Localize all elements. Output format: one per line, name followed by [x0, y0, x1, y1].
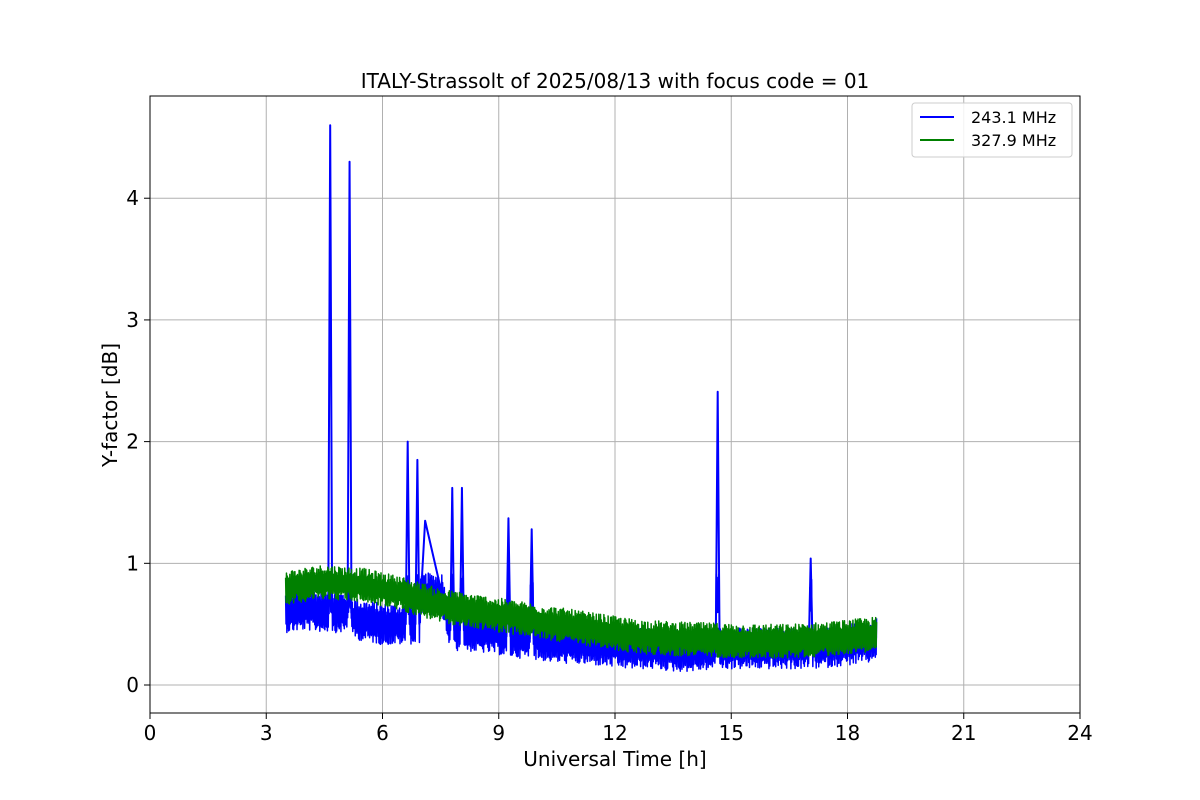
- y-tick-label: 4: [126, 186, 139, 210]
- x-tick-label: 9: [492, 721, 505, 745]
- series-line: [285, 580, 877, 643]
- y-tick-label: 3: [126, 308, 139, 332]
- chart-title: ITALY-Strassolt of 2025/08/13 with focus…: [361, 69, 870, 93]
- legend-label: 327.9 MHz: [971, 131, 1056, 150]
- y-tick-label: 1: [126, 551, 139, 575]
- y-axis-label: Y-factor [dB]: [98, 343, 122, 468]
- x-tick-label: 12: [602, 721, 627, 745]
- x-tick-label: 21: [951, 721, 976, 745]
- legend-label: 243.1 MHz: [971, 108, 1056, 127]
- x-tick-label: 18: [835, 721, 860, 745]
- legend: 243.1 MHz 327.9 MHz: [911, 102, 1073, 158]
- x-tick-label: 0: [144, 721, 157, 745]
- series-noise-band: [284, 565, 878, 659]
- x-axis-label: Universal Time [h]: [523, 747, 706, 771]
- x-tick-label: 3: [260, 721, 273, 745]
- x-tick-label: 6: [376, 721, 389, 745]
- y-tick-label: 0: [126, 673, 139, 697]
- x-tick-label: 24: [1067, 721, 1092, 745]
- series-layer: [284, 124, 878, 673]
- series-green: [284, 565, 878, 659]
- y-tick-label: 2: [126, 430, 139, 454]
- x-tick-label: 15: [719, 721, 744, 745]
